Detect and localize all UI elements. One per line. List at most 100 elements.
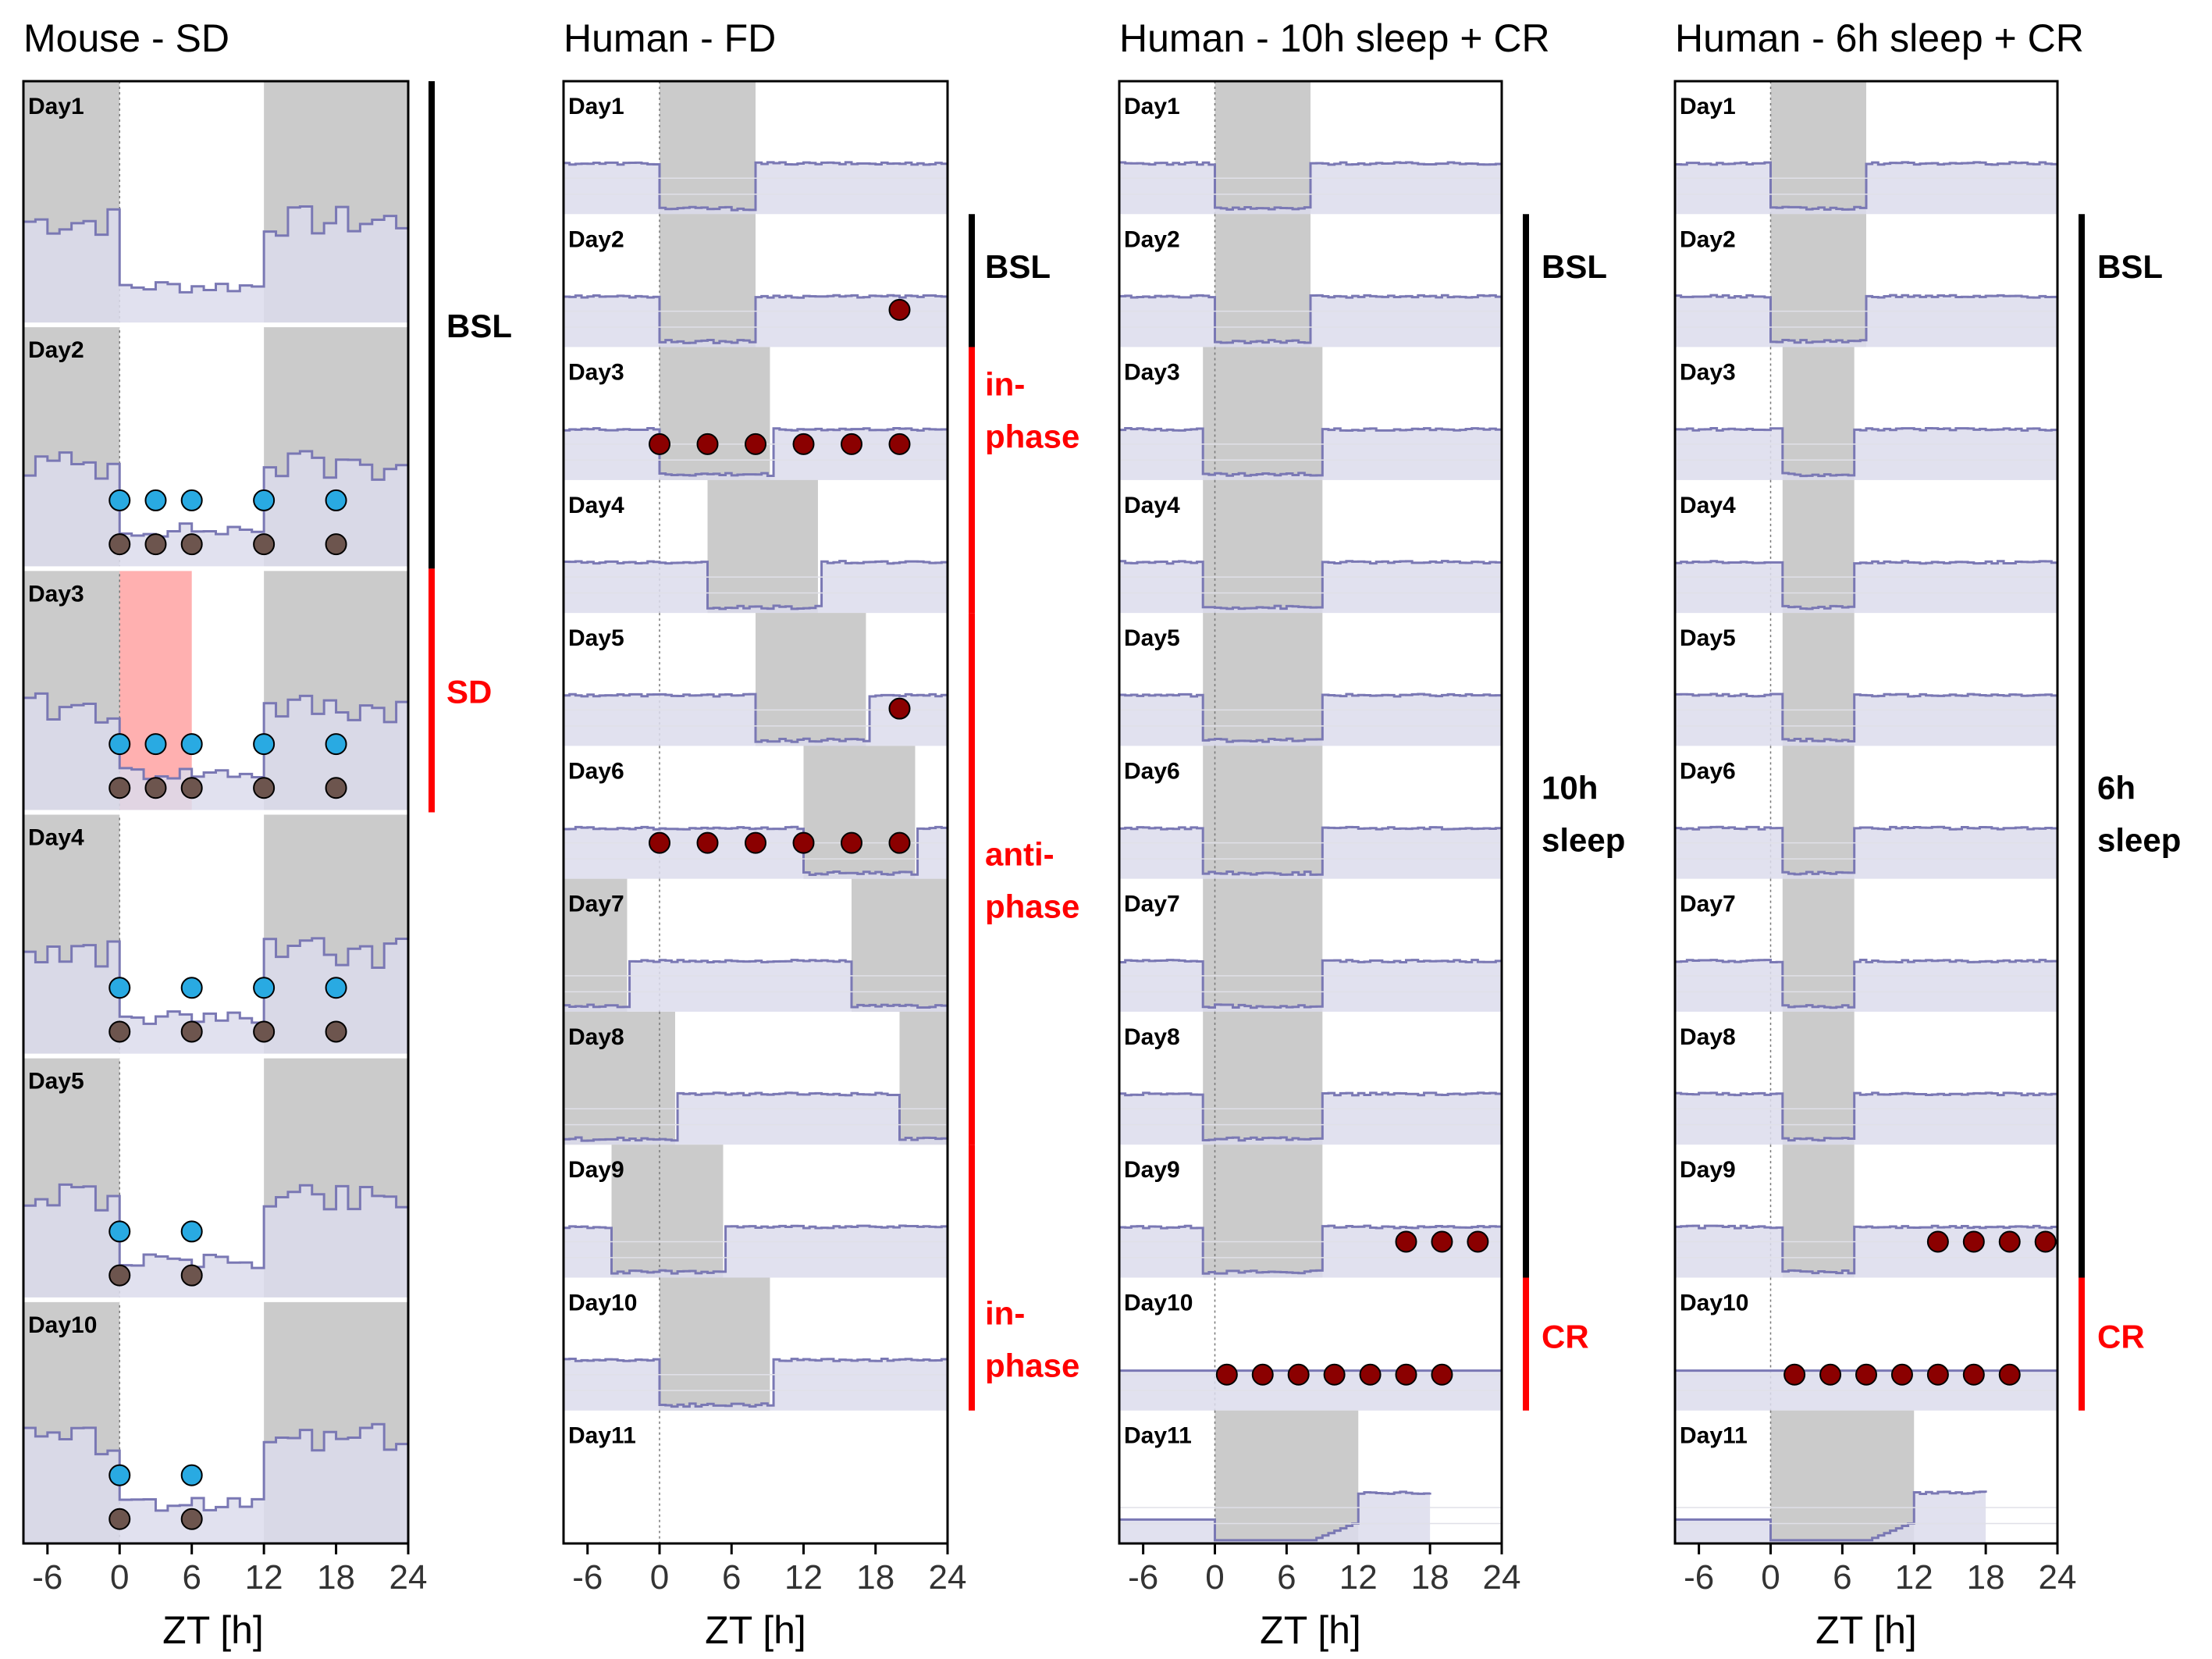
x-tick-label: 18 — [1967, 1558, 2005, 1597]
sample-dot-red — [841, 433, 862, 455]
day-label: Day2 — [1124, 226, 1180, 252]
shaded-interval — [1782, 347, 1855, 480]
phase-label: sleep — [2097, 822, 2181, 859]
sample-dot-brown — [253, 777, 276, 799]
sample-dot-brown — [108, 533, 131, 556]
day-row: Day4 — [564, 479, 949, 614]
sample-dot-brown — [325, 777, 347, 799]
trace-area — [1675, 1491, 1986, 1543]
shaded-interval — [1782, 878, 1855, 1012]
x-tick-label: 12 — [245, 1558, 283, 1597]
sample-dot-red — [1926, 1363, 1949, 1386]
trace-line — [1675, 1490, 1987, 1542]
x-tick-label: 6 — [182, 1558, 201, 1597]
day-label: Day11 — [568, 1423, 636, 1449]
sample-dot-brown — [180, 1020, 203, 1043]
shaded-interval — [1203, 1145, 1323, 1278]
trace-area — [564, 1092, 948, 1145]
trace-line — [1119, 692, 1503, 743]
panel-mouse-sd: Mouse - SD ZT [h] Day1 Day2 Day3 Day4 Day5 Da… — [22, 16, 512, 1652]
sample-dot-red — [696, 433, 719, 455]
x-tick-label: 6 — [1833, 1558, 1851, 1597]
x-tick-label: -6 — [1684, 1558, 1714, 1597]
x-axis-label: ZT [h] — [162, 1608, 264, 1652]
x-tick-label: -6 — [572, 1558, 603, 1597]
day-label: Day3 — [1680, 360, 1736, 386]
day-row: Day10 — [23, 1297, 410, 1543]
sample-dot-blue — [180, 489, 203, 511]
shaded-interval — [1203, 1011, 1323, 1145]
day-row: Day3 — [564, 347, 949, 480]
day-row: Day5 — [564, 613, 949, 746]
day-label: Day7 — [1680, 892, 1736, 917]
sample-dot-red — [888, 298, 911, 321]
shaded-interval — [1203, 479, 1323, 614]
x-tick-label: 0 — [650, 1558, 669, 1597]
trace-area — [1119, 693, 1502, 746]
sample-dot-brown — [180, 533, 203, 556]
panel-title: Human - FD — [564, 16, 776, 60]
phase-label: BSL — [1542, 248, 1607, 285]
sample-dot-brown — [253, 533, 276, 556]
trace-area — [564, 1226, 948, 1278]
panel-frame — [1118, 80, 1503, 1545]
phase-label: BSL — [446, 308, 512, 344]
x-axis-label: ZT [h] — [705, 1608, 806, 1652]
trace-line — [1675, 426, 2059, 478]
trace-line — [23, 937, 410, 1025]
day-row: Day5 — [23, 1053, 410, 1300]
shaded-interval — [1214, 81, 1310, 215]
trace-line — [1119, 426, 1503, 477]
x-tick-label: 24 — [389, 1558, 428, 1597]
shaded-interval — [660, 1277, 770, 1411]
trace-line — [1675, 1091, 2059, 1142]
trace-area — [564, 561, 948, 614]
trace-line — [23, 1183, 410, 1269]
sample-dot-red — [1819, 1363, 1842, 1386]
panel-title: Human - 6h sleep + CR — [1675, 16, 2084, 60]
trace-line — [1675, 959, 2059, 1009]
day-label: Day6 — [1124, 758, 1180, 784]
sample-dot-red — [1395, 1230, 1417, 1253]
phase-label: in- — [985, 366, 1025, 403]
sample-dot-blue — [144, 733, 167, 756]
sample-dot-blue — [108, 733, 131, 756]
shaded-interval — [899, 1011, 948, 1145]
day-label: Day11 — [1680, 1423, 1748, 1449]
x-axis-label: ZT [h] — [1815, 1608, 1917, 1652]
trace-line — [1675, 560, 2059, 611]
shaded-interval — [803, 746, 916, 879]
day-row: Day7 — [1119, 878, 1503, 1012]
sample-dot-blue — [325, 489, 347, 511]
trace-line — [1119, 294, 1503, 344]
sample-dot-red — [1395, 1363, 1417, 1386]
day-row: Day10 — [1119, 1277, 1502, 1411]
sample-dot-brown — [180, 1508, 203, 1530]
shaded-interval — [1770, 1410, 1915, 1543]
x-tick-label: 18 — [856, 1558, 894, 1597]
sample-dot-brown — [180, 777, 203, 799]
sample-dot-red — [1467, 1230, 1489, 1253]
trace-line — [1119, 1224, 1503, 1275]
day-row: Day9 — [564, 1145, 949, 1278]
x-tick-label: 12 — [784, 1558, 823, 1597]
sample-dot-red — [649, 831, 670, 854]
trace-area — [1675, 428, 2057, 480]
phase-label: 10h — [1542, 770, 1598, 806]
sample-dot-red — [1783, 1363, 1806, 1386]
trace-line — [1675, 1224, 2059, 1275]
shaded-interval — [1214, 1410, 1359, 1543]
trace-line — [1119, 161, 1503, 211]
day-label: Day9 — [568, 1157, 624, 1183]
day-row: Day1 — [1675, 81, 2059, 215]
sample-dot-brown — [108, 1264, 131, 1287]
day-label: Day4 — [28, 825, 84, 851]
shaded-interval — [1203, 347, 1323, 480]
sample-dot-brown — [180, 1264, 203, 1287]
sample-dot-red — [1431, 1230, 1453, 1253]
x-tick-label: 24 — [2039, 1558, 2077, 1597]
sample-dot-red — [1962, 1230, 1985, 1253]
day-label: Day6 — [568, 758, 624, 784]
trace-area — [1119, 1092, 1502, 1145]
shaded-interval — [852, 878, 948, 1012]
